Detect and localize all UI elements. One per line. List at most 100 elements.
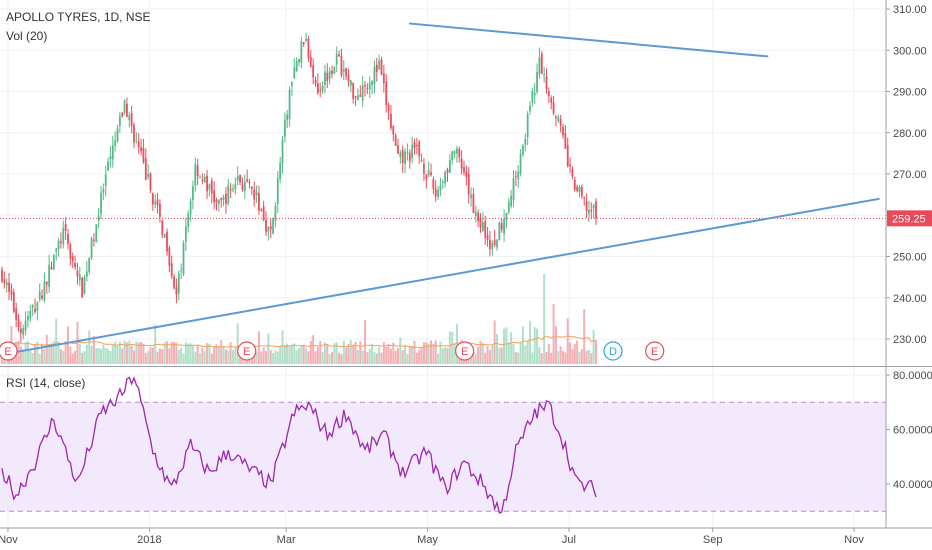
- candle-body: [48, 264, 51, 287]
- volume-bar: [380, 352, 383, 364]
- candle-body: [140, 147, 142, 152]
- candle-body: [272, 218, 274, 234]
- candle-body: [345, 68, 348, 77]
- volume-bar: [404, 345, 407, 364]
- volume-bar: [434, 340, 437, 364]
- candle-body: [173, 276, 175, 288]
- volume-bar: [312, 335, 315, 364]
- volume-bar: [67, 326, 69, 364]
- candle-body: [302, 42, 305, 45]
- volume-bar: [321, 351, 324, 364]
- volume-bar: [484, 352, 487, 364]
- volume-bar: [439, 341, 442, 364]
- volume-bar: [144, 352, 147, 364]
- candle-body: [349, 80, 352, 86]
- candle-body: [15, 308, 18, 320]
- volume-bar: [196, 344, 199, 364]
- volume-bar: [500, 347, 503, 364]
- candle-body: [569, 164, 571, 167]
- volume-bar: [394, 350, 397, 364]
- candle-body: [418, 141, 421, 157]
- volume-bar: [401, 350, 404, 364]
- candle-body: [463, 167, 465, 173]
- candle-body: [458, 149, 461, 158]
- volume-bar: [36, 341, 39, 364]
- x-tick-label: Nov: [844, 534, 864, 546]
- volume-bar: [293, 343, 296, 364]
- volume-bar: [453, 343, 456, 364]
- candle-body: [342, 69, 345, 72]
- volume-bar: [107, 349, 110, 364]
- volume-bar: [52, 341, 55, 364]
- volume-bar: [116, 345, 119, 364]
- candle-body: [22, 328, 25, 335]
- volume-bar: [491, 345, 494, 364]
- candle-body: [177, 273, 180, 294]
- candle-body: [354, 96, 357, 98]
- volume-bar: [283, 344, 286, 364]
- candle-body: [210, 180, 213, 194]
- candle-body: [57, 240, 60, 250]
- rsi-tick-label: 60.0000: [893, 425, 932, 437]
- candle-body: [74, 262, 76, 268]
- symbol-title[interactable]: APOLLO TYRES, 1D, NSE: [6, 10, 151, 24]
- x-tick-label: Nov: [0, 534, 18, 546]
- candle-body: [262, 206, 265, 221]
- volume-bar: [22, 349, 25, 364]
- volume-bar: [564, 352, 567, 364]
- volume-bar: [26, 340, 29, 364]
- volume-bar: [316, 346, 319, 364]
- volume-bar: [156, 351, 159, 364]
- volume-bar: [177, 349, 180, 364]
- volume-bar: [123, 340, 126, 364]
- trendlines[interactable]: [7, 22, 880, 355]
- rsi-legend[interactable]: RSI (14, close): [6, 376, 85, 390]
- candle-body: [260, 209, 263, 211]
- candle-body: [580, 186, 583, 197]
- volume-bar: [307, 351, 310, 364]
- candle-body: [253, 189, 256, 200]
- volume-bar: [255, 351, 258, 364]
- volume-bar: [585, 350, 588, 364]
- candle-body: [479, 217, 482, 228]
- price-tick-label: 230.00: [893, 334, 927, 346]
- volume-bar: [267, 333, 270, 364]
- volume-bar: [59, 349, 62, 364]
- candle-body: [12, 292, 15, 312]
- candle-body: [366, 88, 369, 90]
- volume-bar: [257, 331, 260, 364]
- candle-body: [265, 219, 267, 232]
- candle-body: [85, 271, 88, 277]
- volume-bar: [514, 352, 517, 364]
- volume-bar: [300, 345, 303, 364]
- candle-body: [220, 198, 223, 201]
- rsi-band: [0, 401, 886, 512]
- volume-bar: [580, 349, 583, 364]
- candle-body: [236, 176, 239, 181]
- volume-bar: [224, 349, 227, 364]
- candle-body: [503, 219, 505, 234]
- volume-bar: [477, 346, 480, 364]
- candle-body: [203, 176, 206, 183]
- volume-bar: [371, 343, 374, 364]
- volume-bar: [213, 346, 216, 364]
- candle-body: [184, 226, 187, 242]
- candle-body: [571, 169, 574, 177]
- volume-bar: [305, 348, 308, 364]
- volume-bar: [118, 341, 121, 364]
- candle-body: [338, 54, 340, 57]
- volume-bar: [92, 336, 95, 364]
- candle-body: [460, 158, 463, 169]
- event-marker-circle: [455, 341, 475, 361]
- candle-body: [347, 75, 350, 82]
- volume-bar: [43, 348, 46, 364]
- candle-body: [250, 187, 253, 189]
- candle-body: [434, 188, 437, 197]
- event-marker-circle: [603, 341, 623, 361]
- volume-legend[interactable]: Vol (20): [6, 29, 47, 43]
- candle-body: [239, 175, 241, 183]
- candle-body: [45, 281, 48, 285]
- volume-bar: [295, 349, 298, 364]
- volume-bar: [496, 333, 498, 364]
